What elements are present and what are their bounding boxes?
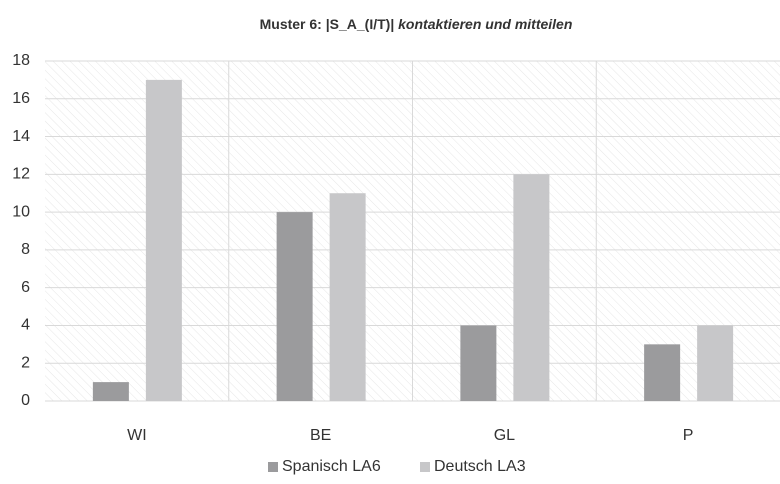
legend-label: Deutsch LA3 [434, 458, 526, 475]
legend-swatch [420, 462, 430, 472]
y-tick-label: 0 [21, 392, 30, 409]
bar [697, 325, 734, 401]
bar [329, 193, 366, 401]
title-main: Muster 6: |S_A_(I/T)| [260, 16, 395, 32]
y-tick-label: 18 [12, 52, 30, 69]
bar [276, 212, 313, 401]
y-tick-label: 12 [12, 166, 30, 183]
y-tick-label: 4 [21, 317, 30, 334]
bar [460, 325, 497, 401]
title-emphasis: kontaktieren und mitteilen [398, 16, 572, 32]
y-tick-label: 8 [21, 241, 30, 258]
chart-title: Muster 6: |S_A_(I/T)| kontaktieren und m… [260, 16, 573, 32]
x-tick-label: GL [494, 427, 515, 444]
y-tick-label: 14 [12, 128, 30, 145]
y-tick-label: 10 [12, 203, 30, 220]
bar [644, 344, 681, 401]
x-tick-label: WI [127, 427, 147, 444]
bar [92, 382, 129, 401]
y-tick-label: 16 [12, 90, 30, 107]
bar [145, 79, 182, 401]
x-tick-label: BE [310, 427, 331, 444]
bar [513, 174, 550, 401]
y-tick-label: 6 [21, 279, 30, 296]
legend-label: Spanisch LA6 [282, 458, 381, 475]
x-tick-label: P [683, 427, 694, 444]
legend-swatch [268, 462, 278, 472]
y-tick-label: 2 [21, 354, 30, 371]
